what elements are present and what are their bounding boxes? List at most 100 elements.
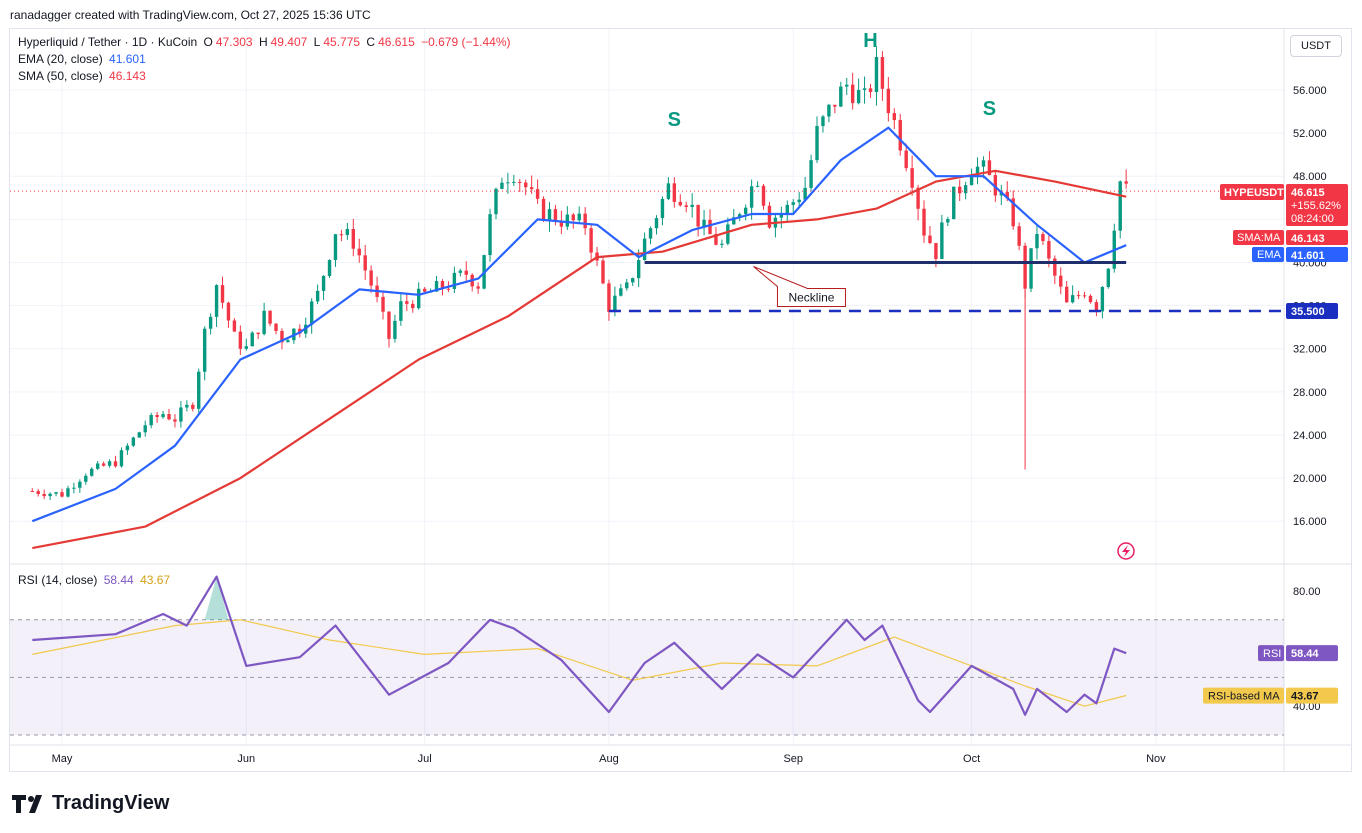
symbol-legend[interactable]: Hyperliquid / Tether · 1D · KuCoin O 47.3… bbox=[18, 35, 514, 49]
currency-button[interactable]: USDT bbox=[1290, 35, 1342, 57]
candle-body bbox=[250, 332, 254, 347]
candle-body bbox=[309, 301, 314, 325]
candle-body bbox=[90, 468, 94, 476]
candle-body bbox=[803, 187, 807, 200]
candle-body bbox=[987, 160, 992, 176]
candle-body bbox=[619, 288, 623, 296]
rsi-legend[interactable]: RSI (14, close) 58.44 43.67 bbox=[18, 573, 173, 587]
candle-body bbox=[975, 166, 980, 176]
candle-body bbox=[197, 371, 201, 409]
last-price-tag-bg bbox=[1286, 184, 1348, 226]
candle-body bbox=[696, 204, 700, 227]
candle-body bbox=[1017, 226, 1021, 246]
candle-body bbox=[220, 285, 225, 303]
candle-body bbox=[506, 182, 510, 184]
candle-body bbox=[143, 425, 147, 433]
price-tick-label: 52.000 bbox=[1293, 128, 1327, 140]
ema-legend[interactable]: EMA (20, close) 41.601 bbox=[18, 52, 149, 66]
candle-body bbox=[345, 228, 350, 235]
candle-body bbox=[553, 209, 558, 222]
grid-lines bbox=[10, 29, 1284, 745]
candle-body bbox=[934, 243, 938, 259]
candle-body bbox=[1100, 286, 1105, 312]
candle-body bbox=[815, 126, 819, 161]
candle-body bbox=[458, 270, 463, 273]
month-tick-label: Sep bbox=[783, 753, 803, 765]
symbol-price-tag: HYPEUSDT bbox=[1220, 184, 1284, 200]
candle-body bbox=[191, 404, 195, 409]
candle-body bbox=[993, 175, 998, 196]
candle-body bbox=[1059, 275, 1063, 287]
ema-price-tag-bg bbox=[1286, 247, 1348, 262]
sma-price-tag-text: 46.143 bbox=[1291, 233, 1325, 245]
sma-50-line bbox=[32, 169, 1127, 550]
candle-body bbox=[957, 186, 962, 194]
ema-price-tag: 41.601 bbox=[1286, 247, 1348, 262]
ema-tag-label: EMA bbox=[1252, 247, 1284, 262]
candle-body bbox=[648, 228, 653, 239]
candle-body bbox=[827, 104, 831, 117]
candle-body bbox=[702, 219, 706, 227]
candle-body bbox=[518, 181, 522, 183]
candle-body bbox=[1029, 248, 1033, 289]
candle-body bbox=[137, 432, 141, 438]
candle-body bbox=[494, 188, 498, 215]
candle-body bbox=[167, 414, 171, 420]
month-tick-label: Jun bbox=[237, 753, 255, 765]
rsi-tick-label: 80.00 bbox=[1293, 586, 1321, 598]
candle-body bbox=[274, 323, 278, 331]
candle-body bbox=[339, 234, 344, 236]
candle-body bbox=[791, 202, 795, 205]
month-tick-label: Jul bbox=[418, 753, 432, 765]
rsi-pane[interactable] bbox=[10, 575, 1284, 736]
alert-icon-bolt bbox=[1122, 545, 1130, 557]
tradingview-logo[interactable]: TradingView bbox=[12, 792, 169, 815]
candle-body bbox=[107, 461, 112, 466]
candle-body bbox=[726, 224, 730, 244]
candle-body bbox=[262, 310, 266, 335]
support-price-tag-text: 35.500 bbox=[1291, 306, 1325, 318]
candle-body bbox=[714, 234, 718, 245]
rsi-tick-label: 40.00 bbox=[1293, 701, 1321, 713]
sma-legend[interactable]: SMA (50, close) 46.143 bbox=[18, 69, 149, 83]
rsi-ma-line bbox=[32, 619, 1127, 707]
candle-body bbox=[42, 493, 46, 497]
close-label: C bbox=[366, 35, 376, 49]
sma-tag-label: SMA:MA bbox=[1233, 230, 1284, 245]
sma-legend-label: SMA (50, close) bbox=[18, 69, 103, 83]
candle-body bbox=[179, 407, 183, 422]
candle-body bbox=[208, 316, 213, 329]
candle-body bbox=[684, 205, 688, 207]
candle-body bbox=[30, 491, 34, 493]
candle-body bbox=[399, 301, 403, 321]
support-price-tag-bg bbox=[1286, 302, 1338, 319]
left-shoulder-label: S bbox=[668, 109, 681, 131]
candle-body bbox=[500, 182, 504, 189]
price-pane[interactable] bbox=[10, 46, 1284, 550]
rsi-tag-label: RSI bbox=[1263, 648, 1281, 660]
candle-body bbox=[387, 311, 391, 339]
candle-body bbox=[422, 288, 427, 292]
candle-body bbox=[452, 272, 457, 289]
candle-body bbox=[833, 104, 837, 107]
candle-body bbox=[351, 228, 356, 249]
neckline-label: Neckline bbox=[788, 290, 834, 304]
sma-tag-label-bg bbox=[1233, 230, 1284, 245]
candle-body bbox=[916, 187, 920, 209]
ema-price-tag-text: 41.601 bbox=[1291, 250, 1325, 262]
candle-body bbox=[1088, 295, 1093, 303]
annotations: S H S Neckline bbox=[668, 30, 1135, 560]
symbol-name[interactable]: Hyperliquid / Tether · 1D · KuCoin bbox=[18, 35, 198, 49]
candle-body bbox=[280, 330, 284, 343]
attribution-text: ranadagger created with TradingView.com,… bbox=[10, 8, 371, 22]
candle-body bbox=[565, 214, 570, 227]
candle-body bbox=[821, 116, 825, 127]
candle-body bbox=[940, 222, 944, 259]
ema-20-line bbox=[31, 126, 1127, 523]
rsi-ma-tag-label-bg bbox=[1203, 687, 1284, 704]
high-value: 49.407 bbox=[270, 35, 308, 49]
candle-body bbox=[357, 248, 361, 256]
candle-body bbox=[928, 235, 932, 244]
rsi-ma-legend-value: 43.67 bbox=[140, 573, 171, 587]
